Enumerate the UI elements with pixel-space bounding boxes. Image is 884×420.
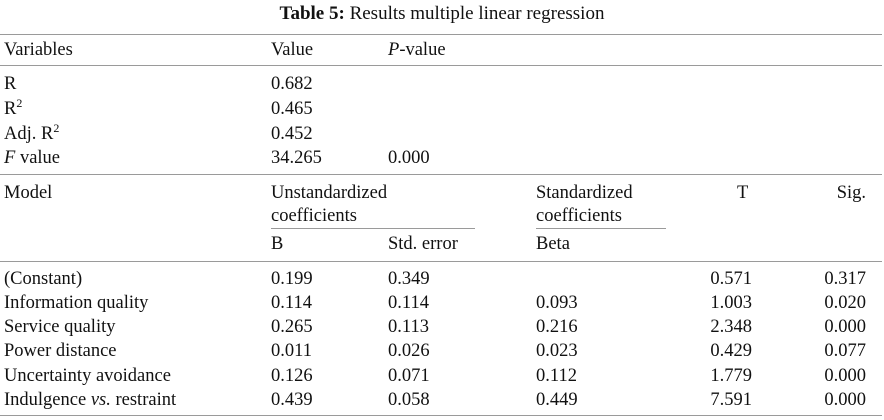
model-row-b: 0.011 bbox=[271, 341, 312, 361]
header-model: Model bbox=[4, 183, 53, 203]
header-p-value: P-value bbox=[388, 40, 446, 60]
summary-row-name: Adj. R2 bbox=[4, 121, 60, 144]
model-row-beta: 0.449 bbox=[536, 390, 578, 410]
model-row-name: Service quality bbox=[4, 317, 116, 337]
model-row-beta: 0.112 bbox=[536, 366, 577, 386]
header-variables: Variables bbox=[4, 40, 73, 60]
top-rule bbox=[0, 34, 882, 35]
model-row-beta: 0.023 bbox=[536, 341, 578, 361]
unstandardized-subrule bbox=[271, 228, 475, 229]
model-row-beta: 0.093 bbox=[536, 293, 578, 313]
summary-row-name: R bbox=[4, 74, 17, 94]
summary-row-value: 0.465 bbox=[271, 99, 313, 119]
model-row-t: 1.003 bbox=[710, 293, 752, 313]
model-row-name: (Constant) bbox=[4, 269, 83, 289]
header-beta: Beta bbox=[536, 234, 570, 254]
model-row-name: Power distance bbox=[4, 341, 117, 361]
model-row-se: 0.058 bbox=[388, 390, 430, 410]
header-unstandardized-1: Unstandardized bbox=[271, 183, 388, 203]
model-row-t: 1.779 bbox=[710, 366, 752, 386]
model-header-rule bbox=[0, 261, 882, 262]
summary-row-value: 34.265 bbox=[271, 148, 322, 168]
standardized-subrule bbox=[536, 228, 666, 229]
summary-header-rule bbox=[0, 65, 882, 66]
model-row-b: 0.265 bbox=[271, 317, 313, 337]
model-row-t: 0.429 bbox=[710, 341, 752, 361]
table-label: Table 5: bbox=[279, 3, 345, 24]
model-row-b: 0.114 bbox=[271, 293, 312, 313]
header-standardized-1: Standardized bbox=[536, 183, 633, 203]
model-row-t: 2.348 bbox=[710, 317, 752, 337]
mid-rule bbox=[0, 174, 882, 175]
table-title: Results multiple linear regression bbox=[349, 3, 605, 24]
model-row-sig: 0.000 bbox=[824, 390, 866, 410]
header-standardized-2: coefficients bbox=[536, 206, 622, 226]
summary-row-name: R2 bbox=[4, 96, 23, 119]
summary-row-name: F value bbox=[4, 148, 60, 168]
model-row-sig: 0.000 bbox=[824, 366, 866, 386]
model-row-name: Uncertainty avoidance bbox=[4, 366, 171, 386]
model-row-b: 0.126 bbox=[271, 366, 313, 386]
model-row-se: 0.071 bbox=[388, 366, 430, 386]
model-row-b: 0.439 bbox=[271, 390, 313, 410]
header-t: T bbox=[737, 183, 749, 203]
model-row-name: Indulgence vs. restraint bbox=[4, 390, 177, 410]
bottom-rule bbox=[0, 415, 882, 416]
model-row-se: 0.114 bbox=[388, 293, 429, 313]
header-unstandardized-2: coefficients bbox=[271, 206, 357, 226]
model-row-se: 0.349 bbox=[388, 269, 430, 289]
summary-row-value: 0.452 bbox=[271, 124, 313, 144]
summary-row-value: 0.682 bbox=[271, 74, 313, 94]
header-b: B bbox=[271, 234, 284, 254]
header-value: Value bbox=[271, 40, 314, 60]
model-row-sig: 0.000 bbox=[824, 317, 866, 337]
model-row-b: 0.199 bbox=[271, 269, 313, 289]
model-row-sig: 0.020 bbox=[824, 293, 866, 313]
model-row-sig: 0.077 bbox=[824, 341, 866, 361]
header-sig: Sig. bbox=[836, 183, 866, 203]
table-caption: Table 5: Results multiple linear regress… bbox=[0, 2, 884, 26]
header-std-error: Std. error bbox=[388, 234, 458, 254]
model-row-se: 0.113 bbox=[388, 317, 429, 337]
model-row-se: 0.026 bbox=[388, 341, 430, 361]
model-row-t: 0.571 bbox=[710, 269, 752, 289]
summary-row-p: 0.000 bbox=[388, 148, 430, 168]
model-row-sig: 0.317 bbox=[824, 269, 866, 289]
model-row-t: 7.591 bbox=[710, 390, 752, 410]
model-row-beta: 0.216 bbox=[536, 317, 578, 337]
model-row-name: Information quality bbox=[4, 293, 149, 313]
